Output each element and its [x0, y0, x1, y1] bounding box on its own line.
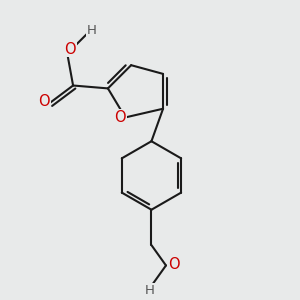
Text: H: H — [87, 24, 97, 37]
Text: O: O — [114, 110, 126, 125]
Text: O: O — [38, 94, 50, 109]
Text: O: O — [168, 256, 180, 272]
Text: H: H — [145, 284, 155, 297]
Text: O: O — [64, 42, 76, 57]
